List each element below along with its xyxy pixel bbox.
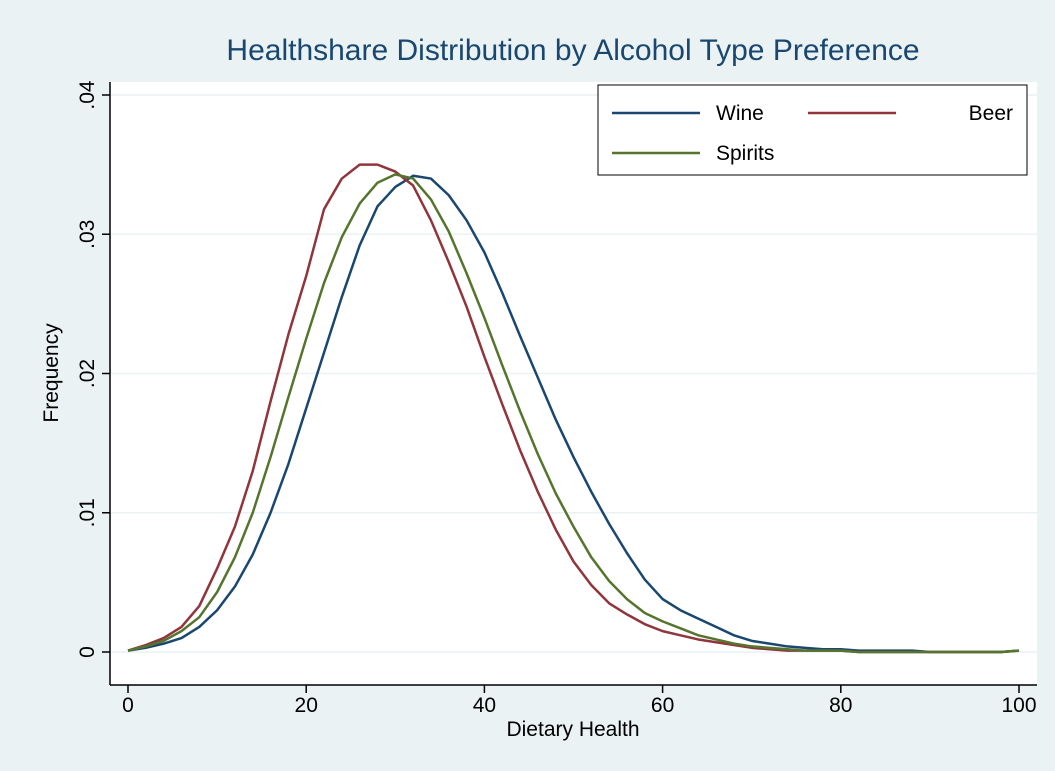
x-tick-label: 80: [829, 694, 852, 717]
x-tick-label: 20: [295, 694, 318, 717]
plot-area: [110, 82, 1037, 685]
chart-title: Healthshare Distribution by Alcohol Type…: [226, 34, 919, 67]
y-tick-label: 0: [76, 646, 99, 658]
x-tick-label: 60: [651, 694, 674, 717]
legend-box: [597, 84, 1028, 176]
legend-label: Spirits: [716, 142, 774, 165]
legend-label: Wine: [716, 102, 764, 125]
series-line: [127, 174, 1020, 654]
y-tick-label: .04: [76, 80, 99, 110]
x-axis-label: Dietary Health: [506, 718, 639, 741]
y-tick-label: .01: [76, 498, 99, 527]
y-axis-label: Frequency: [40, 323, 63, 423]
legend: Wine Beer Spirits: [597, 84, 1028, 176]
series-line: [127, 173, 1020, 654]
x-tick-label: 0: [122, 694, 134, 717]
y-tick-label: .02: [76, 359, 99, 388]
x-tick-label: 100: [1001, 694, 1036, 717]
legend-label: Beer: [969, 102, 1013, 125]
lines: [127, 163, 1020, 654]
y-tick-label: .03: [76, 220, 99, 249]
x-tick-label: 40: [473, 694, 496, 717]
